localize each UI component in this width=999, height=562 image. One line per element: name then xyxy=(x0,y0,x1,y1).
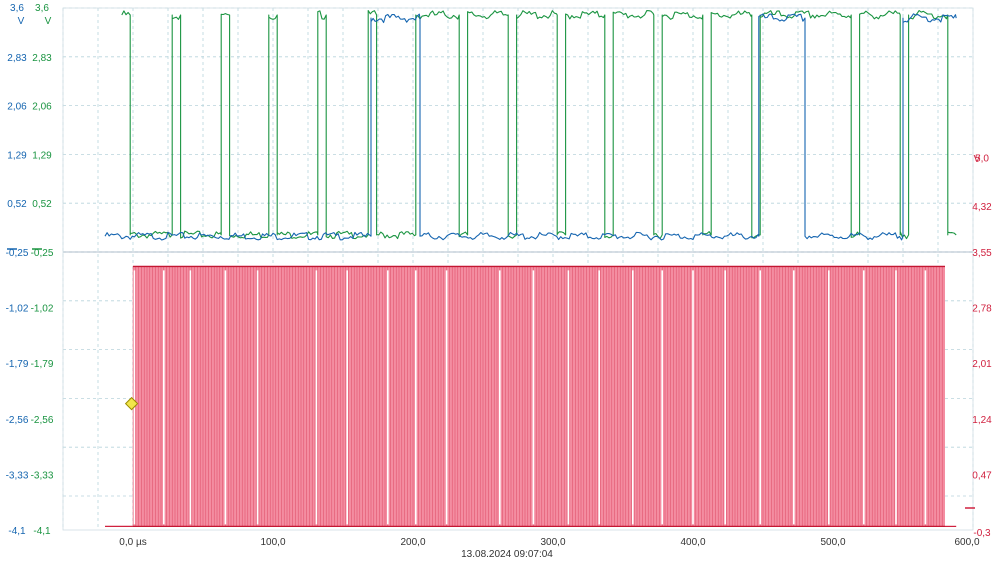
left-axis-blue-tick: -1,02 xyxy=(6,304,29,315)
left-axis-blue-unit: V xyxy=(18,16,25,27)
x-axis-tick: 300,0 xyxy=(540,537,565,548)
left-axis-blue-tick: -3,33 xyxy=(6,470,29,481)
left-axis-green-tick: -3,33 xyxy=(31,470,54,481)
plot-frame xyxy=(62,7,974,531)
right-axis-red-tick: -0,3 xyxy=(973,528,991,539)
left-axis-green-tick: 1,29 xyxy=(32,150,52,161)
timestamp: 13.08.2024 09:07:04 xyxy=(461,549,553,560)
left-axis-green: V 3,6 2,83 2,06 1,29 0,52 -0,25 -1,02 -1,79 -2,5… xyxy=(31,3,54,537)
right-axis-red: V 5,0 4,32 3,55 2,78 2,01 1,24 0,47 -0,3 xyxy=(972,153,992,539)
left-axis-blue-tick: 3,6 xyxy=(10,3,24,14)
left-axis-green-tick: 0,52 xyxy=(32,199,52,210)
right-axis-red-tick: 3,55 xyxy=(972,248,992,259)
right-axis-red-tick: 4,32 xyxy=(972,202,992,213)
lower-traces xyxy=(105,265,957,527)
red-trace-pulses xyxy=(132,266,943,527)
left-axis-blue-tick: -0,25 xyxy=(6,248,29,259)
left-axis-blue: V 3,6 2,83 2,06 1,29 0,52 -0,25 -1,02 -1,79 -2,5… xyxy=(6,3,29,537)
x-axis-tick: 400,0 xyxy=(680,537,705,548)
left-axis-green-tick: -4,1 xyxy=(33,526,51,537)
x-axis-tick: 0,0 µs xyxy=(119,537,146,548)
x-axis-tick: 100,0 xyxy=(260,537,285,548)
x-axis-tick: 500,0 xyxy=(820,537,845,548)
green-trace xyxy=(121,10,957,240)
trigger-marker[interactable] xyxy=(124,396,139,411)
left-axis-blue-tick: 2,06 xyxy=(7,102,27,113)
left-axis-blue-tick: 1,29 xyxy=(7,150,27,161)
right-axis-red-unit: V xyxy=(974,154,981,165)
left-axis-green-tick: -0,25 xyxy=(31,248,54,259)
right-axis-red-tick: 2,78 xyxy=(972,304,992,315)
x-axis-tick: 600,0 xyxy=(954,537,979,548)
left-axis-green-tick: -1,79 xyxy=(31,359,54,370)
left-axis-green-tick: 2,06 xyxy=(32,102,52,113)
right-axis-red-tick: 0,47 xyxy=(972,470,992,481)
left-axis-green-tick: -2,56 xyxy=(31,415,54,426)
blue-trace xyxy=(104,13,957,241)
red-trace-gaps xyxy=(133,270,927,525)
right-axis-red-tick: 2,01 xyxy=(972,359,992,370)
level-markers xyxy=(7,248,975,509)
right-axis-red-tick: 1,24 xyxy=(972,415,992,426)
x-axis-tick: 200,0 xyxy=(400,537,425,548)
left-axis-blue-tick: -1,79 xyxy=(6,359,29,370)
left-axis-green-unit: V xyxy=(45,16,52,27)
x-axis: 0,0 µs 100,0 200,0 300,0 400,0 500,0 600,0 xyxy=(119,537,980,548)
left-axis-green-tick: 2,83 xyxy=(32,53,52,64)
right-axis-red-tick: 5,0 xyxy=(975,153,989,164)
upper-traces xyxy=(104,10,957,241)
left-axis-blue-tick: -2,56 xyxy=(6,415,29,426)
left-axis-blue-tick: 0,52 xyxy=(7,199,27,210)
left-axis-green-tick: 3,6 xyxy=(35,3,49,14)
left-axis-blue-tick: -4,1 xyxy=(8,526,26,537)
left-axis-green-tick: -1,02 xyxy=(31,304,54,315)
left-axis-blue-tick: 2,83 xyxy=(7,53,27,64)
